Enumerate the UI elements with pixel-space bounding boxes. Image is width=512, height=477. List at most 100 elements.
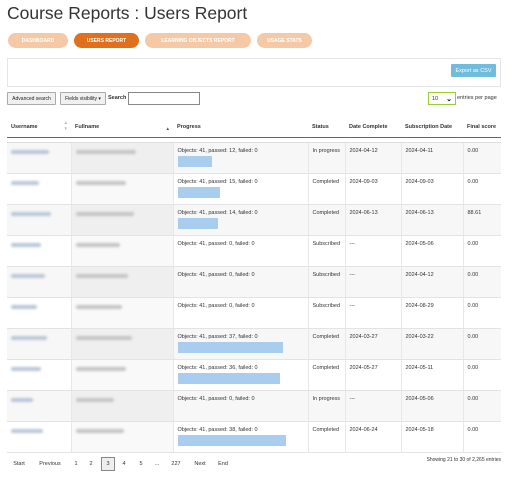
status-cell: In progress	[307, 390, 345, 422]
pagination-page[interactable]: 2	[89, 461, 93, 467]
username-cell[interactable]	[7, 173, 71, 205]
fullname-cell	[70, 421, 173, 453]
table-row: Objects: 41, passed: 15, failed: 0 Comple…	[7, 173, 501, 205]
final-score-cell: 0.00	[462, 390, 501, 422]
username-cell[interactable]	[7, 359, 71, 391]
progress-text: Objects: 41, passed: 0, failed: 0	[177, 302, 255, 309]
pagination-page-current[interactable]: 3	[101, 457, 115, 471]
advanced-search-button[interactable]: Advanced search	[7, 92, 56, 105]
username-redacted	[11, 180, 39, 185]
column-header-label: Final score	[467, 124, 497, 131]
pagination-start[interactable]: Start	[13, 461, 25, 467]
final-score-cell: 88.61	[462, 204, 501, 236]
fullname-redacted	[75, 366, 126, 371]
pagination-end[interactable]: End	[218, 461, 228, 467]
username-cell[interactable]	[7, 328, 71, 360]
progress-text: Objects: 41, passed: 0, failed: 0	[177, 395, 255, 402]
fullname-redacted	[75, 397, 114, 402]
date-complete-cell: ---	[344, 390, 401, 422]
subscription-date-cell: 2024-09-03	[400, 173, 463, 205]
progress-cell: Objects: 41, passed: 36, failed: 0	[172, 359, 308, 391]
final-score-cell: 0.00	[462, 142, 501, 174]
progress-bar	[177, 155, 212, 167]
username-redacted	[11, 304, 37, 309]
date-complete-cell: ---	[344, 235, 401, 267]
username-redacted	[11, 273, 45, 278]
username-redacted	[11, 428, 43, 433]
fullname-redacted	[75, 428, 124, 433]
progress-cell: Objects: 41, passed: 0, failed: 0	[172, 235, 308, 267]
fullname-redacted	[75, 273, 128, 278]
pagination-page[interactable]: 4	[122, 461, 126, 467]
column-header-status[interactable]: Status	[308, 109, 345, 138]
pagination-previous[interactable]: Previous	[39, 461, 61, 467]
fullname-cell	[70, 204, 173, 236]
page-length-value: 10	[432, 95, 439, 102]
username-redacted	[11, 366, 41, 371]
username-cell[interactable]	[7, 390, 71, 422]
final-score-cell: 0.00	[462, 173, 501, 205]
progress-cell: Objects: 41, passed: 15, failed: 0	[172, 173, 308, 205]
export-panel: Export as CSV	[7, 58, 501, 87]
subscription-date-cell: 2024-05-06	[400, 390, 463, 422]
date-complete-cell: ---	[344, 266, 401, 298]
subscription-date-cell: 2024-05-11	[400, 359, 463, 391]
table-row: Objects: 41, passed: 14, failed: 0 Comple…	[7, 204, 501, 236]
tab-dashboard[interactable]: DASHBOARD	[8, 33, 68, 48]
tab-learning-objects-report[interactable]: LEARNING OBJECTS REPORT	[145, 33, 251, 48]
status-cell: Completed	[307, 173, 345, 205]
sort-icon: ▲ ▼	[63, 119, 68, 131]
column-header-label: Status	[312, 124, 329, 131]
username-redacted	[11, 242, 41, 247]
chevron-down-icon: ⌄	[446, 96, 452, 103]
column-header-label: Date Complete	[349, 124, 388, 131]
column-header-fullname[interactable]: Fullname ▲	[71, 109, 173, 138]
subscription-date-cell: 2024-04-12	[400, 266, 463, 298]
sort-ascending-icon: ▲	[165, 125, 170, 131]
column-header-label: Progress	[177, 124, 201, 131]
column-header-subscription-date[interactable]: Subscription Date	[401, 109, 463, 138]
pagination-next[interactable]: Next	[194, 461, 206, 467]
fullname-cell	[70, 173, 173, 205]
date-complete-cell: 2024-03-27	[344, 328, 401, 360]
username-redacted	[11, 149, 49, 154]
search-input[interactable]	[128, 92, 200, 105]
subscription-date-cell: 2024-05-18	[400, 421, 463, 453]
username-cell[interactable]	[7, 235, 71, 267]
pagination-page[interactable]: 5	[139, 461, 143, 467]
final-score-cell: 0.00	[462, 328, 501, 360]
username-cell[interactable]	[7, 204, 71, 236]
fullname-cell	[70, 328, 173, 360]
tab-users-report[interactable]: USERS REPORT	[74, 33, 139, 48]
final-score-cell: 0.00	[462, 235, 501, 267]
column-header-date-complete[interactable]: Date Complete	[345, 109, 401, 138]
column-header-progress[interactable]: Progress	[173, 109, 308, 138]
pagination-page[interactable]: 227	[171, 461, 181, 467]
table-row: Objects: 41, passed: 36, failed: 0 Comple…	[7, 359, 501, 391]
pagination-info: Showing 21 to 30 of 2,265 entries	[426, 457, 502, 463]
table-row: Objects: 41, passed: 38, failed: 0 Comple…	[7, 421, 501, 453]
tab-usage-stats[interactable]: USAGE STATS	[257, 33, 312, 48]
fullname-redacted	[75, 211, 134, 216]
page-length-select[interactable]: 10 ⌄	[428, 92, 456, 105]
progress-bar	[177, 217, 218, 229]
date-complete-cell: ---	[344, 297, 401, 329]
subscription-date-cell: 2024-08-29	[400, 297, 463, 329]
progress-text: Objects: 41, passed: 38, failed: 0	[177, 426, 258, 433]
export-csv-button[interactable]: Export as CSV	[451, 64, 496, 77]
username-cell[interactable]	[7, 297, 71, 329]
date-complete-cell: 2024-05-27	[344, 359, 401, 391]
column-header-final-score[interactable]: Final score	[463, 109, 501, 138]
fullname-cell	[70, 390, 173, 422]
username-cell[interactable]	[7, 421, 71, 453]
pagination: Start Previous 1 2 3 4 5 ... 227 Next En…	[7, 457, 501, 471]
username-cell[interactable]	[7, 266, 71, 298]
column-header-label: Subscription Date	[405, 124, 453, 131]
column-header-username[interactable]: Username ▲ ▼	[7, 109, 71, 138]
fullname-cell	[70, 235, 173, 267]
spacer-row	[7, 137, 501, 143]
progress-cell: Objects: 41, passed: 0, failed: 0	[172, 297, 308, 329]
pagination-page[interactable]: 1	[74, 461, 78, 467]
username-cell[interactable]	[7, 142, 71, 174]
fields-visibility-button[interactable]: Fields visibility ▾	[60, 92, 106, 105]
